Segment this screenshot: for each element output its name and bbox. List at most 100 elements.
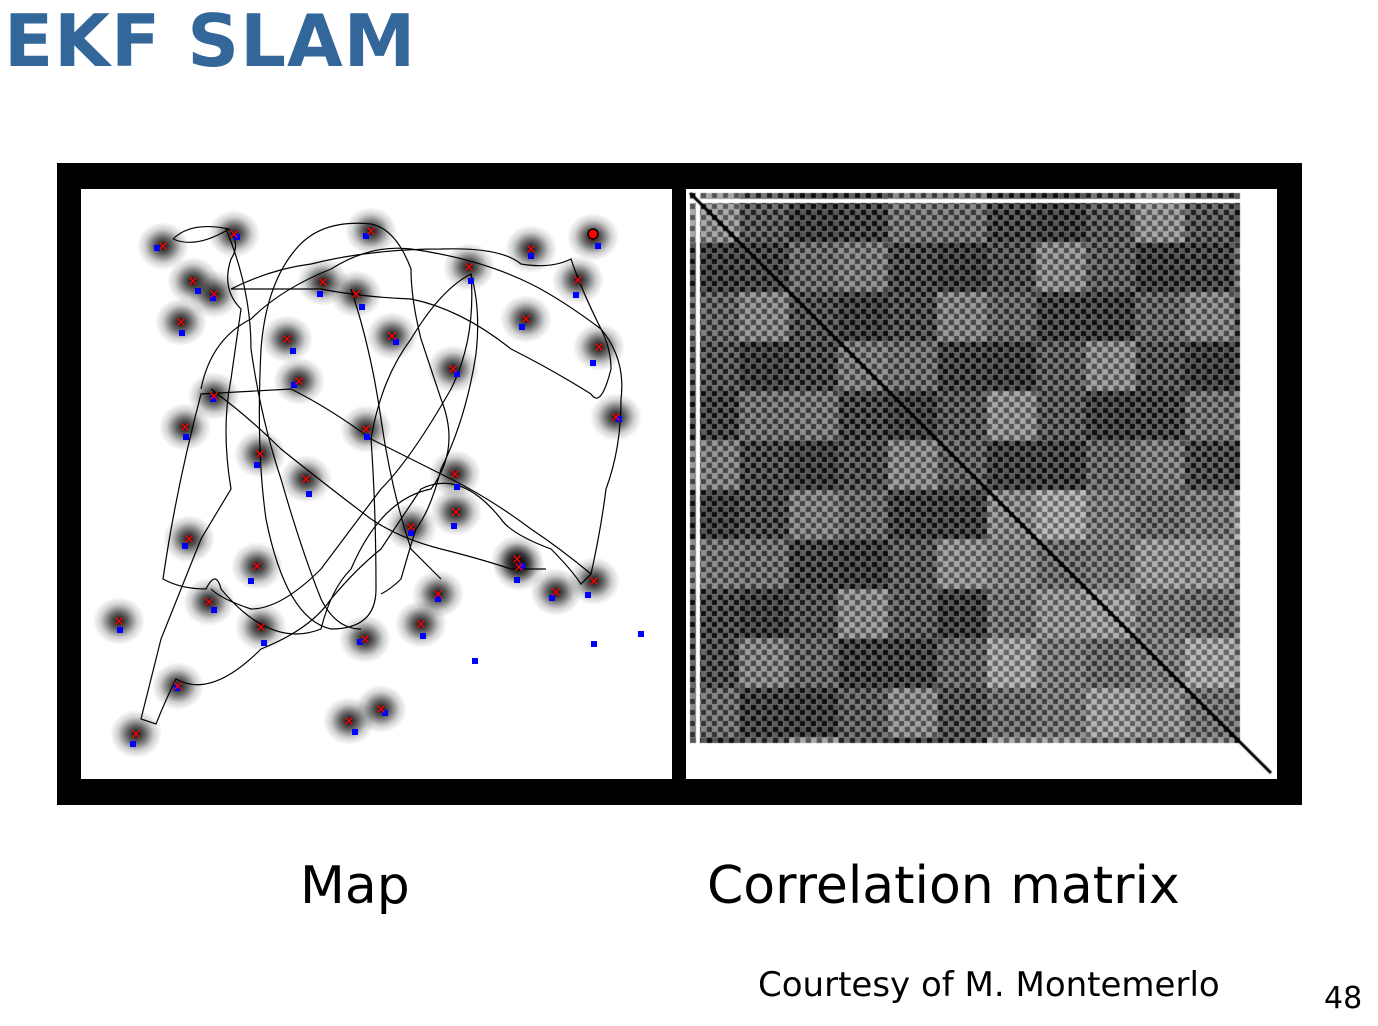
landmark-estimate-marker bbox=[295, 377, 303, 385]
correlation-matrix-image bbox=[686, 189, 1277, 779]
correlation-matrix-panel bbox=[686, 189, 1277, 779]
landmark-true-marker bbox=[472, 658, 478, 664]
landmark-true-marker bbox=[408, 530, 414, 536]
landmark-true-marker bbox=[590, 360, 596, 366]
landmark-true-marker bbox=[183, 434, 189, 440]
landmark-true-marker bbox=[549, 595, 555, 601]
landmark-estimate-marker bbox=[185, 535, 193, 543]
uncertainty-ellipses bbox=[93, 207, 642, 758]
map-panel bbox=[81, 189, 672, 779]
landmark-estimate-marker bbox=[253, 562, 261, 570]
landmark-estimate-marker bbox=[361, 635, 369, 643]
landmark-estimate-marker bbox=[205, 598, 213, 606]
correlation-matrix-caption: Correlation matrix bbox=[707, 856, 1180, 916]
landmark-true-marker bbox=[519, 563, 525, 569]
landmark-estimate-marker bbox=[388, 332, 396, 340]
landmark-true-marker bbox=[585, 592, 591, 598]
landmark-estimate-marker bbox=[352, 290, 360, 298]
landmark-estimate-marker bbox=[319, 278, 327, 286]
landmark-true-marker bbox=[519, 324, 525, 330]
landmark-estimate-marker bbox=[132, 730, 140, 738]
landmark-true-marker bbox=[291, 382, 297, 388]
page-number: 48 bbox=[1324, 981, 1363, 1016]
landmark-true-marker bbox=[595, 243, 601, 249]
landmark-estimate-marker bbox=[515, 563, 523, 571]
landmark-estimate-marker bbox=[417, 620, 425, 628]
landmark-estimate-marker bbox=[230, 230, 238, 238]
landmark-estimate-marker bbox=[174, 682, 182, 690]
landmark-estimate-marker bbox=[283, 335, 291, 343]
landmark-true-marker bbox=[174, 685, 180, 691]
landmark-true-marker bbox=[248, 578, 254, 584]
landmark-estimate-marker bbox=[451, 470, 459, 478]
landmark-estimate-marker bbox=[407, 523, 415, 531]
landmark-true-marker bbox=[359, 304, 365, 310]
landmark-true-marker bbox=[454, 484, 460, 490]
landmark-estimate-marker bbox=[522, 315, 530, 323]
landmark-estimate-marker bbox=[189, 277, 197, 285]
landmark-true-marker bbox=[211, 607, 217, 613]
landmark-true-marker bbox=[514, 577, 520, 583]
map-plot bbox=[93, 207, 644, 758]
landmark-estimate-marker bbox=[434, 590, 442, 598]
landmark-estimate-marker bbox=[612, 413, 620, 421]
landmark-true-marker bbox=[573, 292, 579, 298]
landmark-estimate-marker bbox=[449, 365, 457, 373]
landmark-true-marker bbox=[420, 633, 426, 639]
landmark-estimate-marker bbox=[210, 392, 218, 400]
landmark-true-marker bbox=[154, 245, 160, 251]
landmark-true-marker bbox=[254, 462, 260, 468]
landmark-true-marker bbox=[591, 641, 597, 647]
landmark-estimate-marker bbox=[513, 555, 521, 563]
landmark-true-marker bbox=[117, 627, 123, 633]
landmark-estimate-marker bbox=[362, 425, 370, 433]
landmark-true-marker bbox=[290, 348, 296, 354]
landmark-estimate-marker bbox=[115, 617, 123, 625]
map-caption: Map bbox=[300, 856, 410, 916]
landmark-true-marker bbox=[393, 339, 399, 345]
landmark-true-marker bbox=[454, 371, 460, 377]
landmark-true-marker bbox=[317, 291, 323, 297]
landmark-estimate-marker bbox=[256, 450, 264, 458]
landmark-true-marker bbox=[195, 288, 201, 294]
landmark-estimate-marker bbox=[552, 588, 560, 596]
landmark-true-marker bbox=[306, 491, 312, 497]
landmark-estimate-marker bbox=[177, 318, 185, 326]
landmark-estimate-marker bbox=[574, 276, 582, 284]
slide-title: EKF SLAM bbox=[4, 0, 417, 83]
landmark-true-marker bbox=[130, 741, 136, 747]
landmark-estimate-marker bbox=[345, 717, 353, 725]
landmark-true-marker bbox=[357, 639, 363, 645]
landmark-true-marker bbox=[616, 416, 622, 422]
robot-marker bbox=[587, 228, 599, 240]
landmark-true-marker bbox=[210, 295, 216, 301]
landmark-true-marker bbox=[468, 278, 474, 284]
landmark-estimate-marker bbox=[302, 475, 310, 483]
landmark-estimate-marker bbox=[257, 623, 265, 631]
landmark-true-marker bbox=[261, 640, 267, 646]
landmark-estimate-marker bbox=[181, 423, 189, 431]
landmark-true-marker bbox=[364, 434, 370, 440]
landmark-true-marker bbox=[210, 396, 216, 402]
landmark-estimate-marker bbox=[590, 577, 598, 585]
landmark-true-marker bbox=[363, 233, 369, 239]
landmark-estimate-marker bbox=[367, 227, 375, 235]
landmark-true-marker bbox=[435, 596, 441, 602]
landmark-estimate-marker bbox=[210, 290, 218, 298]
landmark-true-marker bbox=[352, 729, 358, 735]
landmark-true-marker bbox=[382, 710, 388, 716]
landmark-true-marker bbox=[451, 523, 457, 529]
landmark-estimate-marker bbox=[452, 508, 460, 516]
image-credit: Courtesy of M. Montemerlo bbox=[758, 965, 1220, 1005]
landmark-estimate-marker bbox=[377, 705, 385, 713]
landmark-true-marker bbox=[528, 253, 534, 259]
robot-trajectory-segment bbox=[210, 248, 612, 570]
landmark-estimate-marker bbox=[159, 242, 167, 250]
landmark-estimate-marker bbox=[465, 263, 473, 271]
landmark-true-marker bbox=[179, 330, 185, 336]
landmark-estimates bbox=[115, 227, 620, 738]
landmark-estimate-marker bbox=[527, 245, 535, 253]
robot-trajectory bbox=[140, 222, 623, 725]
landmark-estimate-marker bbox=[595, 343, 603, 351]
landmark-true-marker bbox=[182, 543, 188, 549]
